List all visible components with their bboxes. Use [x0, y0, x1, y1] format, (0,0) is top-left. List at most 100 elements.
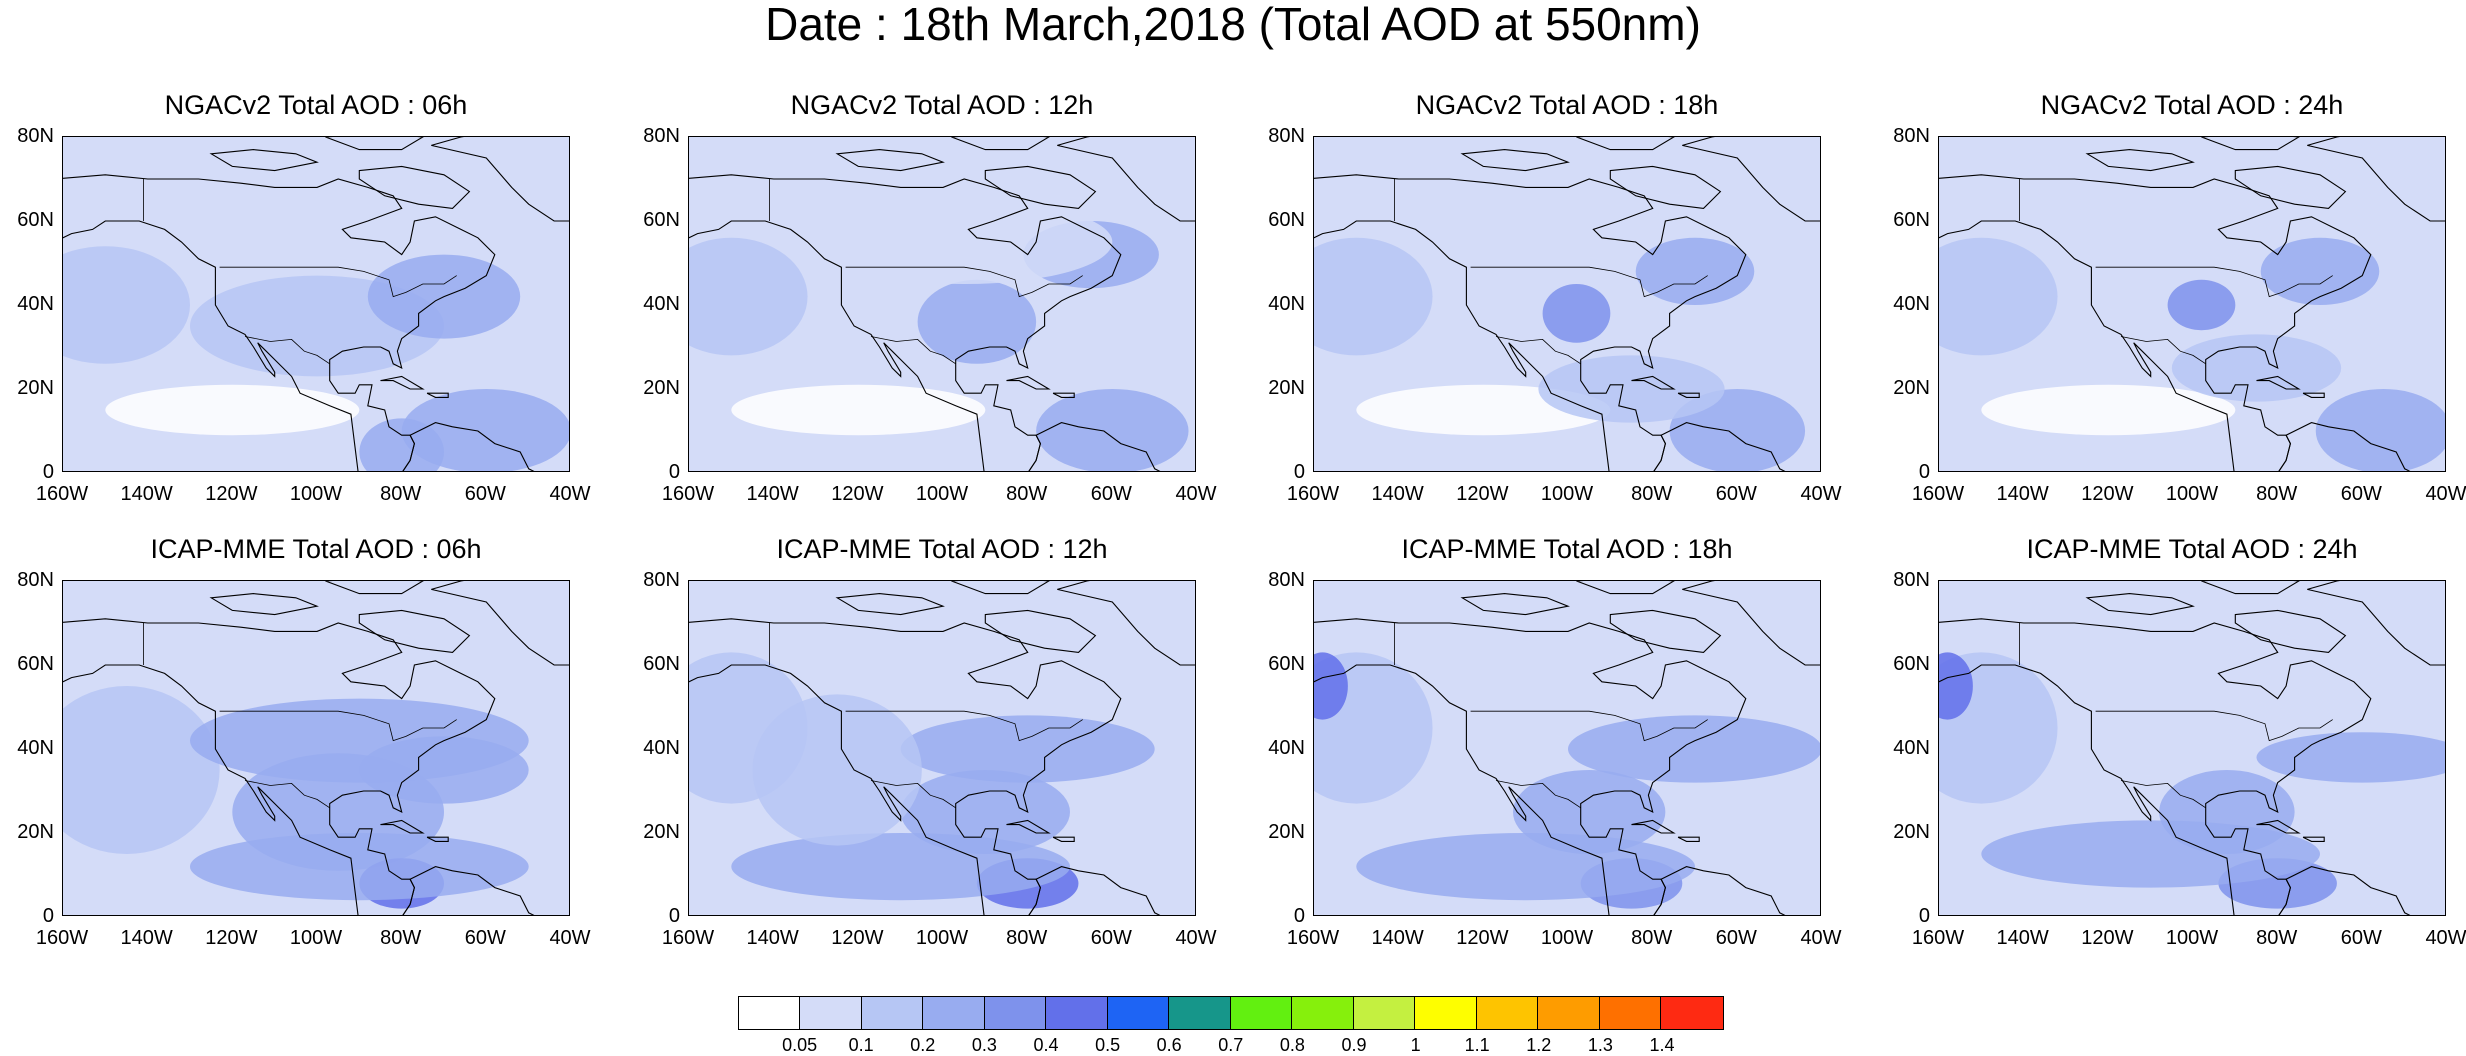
colorbar-swatch — [1538, 997, 1600, 1029]
aod-field-region — [689, 237, 808, 356]
lat-tick-label: 60N — [17, 653, 54, 675]
figure-title: Date : 18th March,2018 (Total AOD at 550… — [765, 0, 1701, 50]
lat-tick-label: 40N — [643, 737, 680, 759]
aod-field-region — [2260, 237, 2380, 305]
coastline-arctic2 — [325, 581, 424, 595]
country-border — [1470, 266, 1708, 298]
coastline-arctic2 — [951, 581, 1050, 595]
coastline-arctic1 — [209, 593, 319, 616]
lat-tick-label: 80N — [643, 569, 680, 591]
lon-tick-label: 100W — [289, 483, 343, 505]
lon-tick-label: 140W — [120, 927, 173, 949]
lat-tick-label: 80N — [17, 125, 54, 147]
aod-map — [1314, 581, 1820, 915]
coastline-baffin — [358, 609, 471, 653]
lon-tick-label: 100W — [915, 483, 969, 505]
colorbar-swatch — [1353, 997, 1416, 1029]
lat-tick-label: 20N — [1268, 377, 1305, 399]
lon-tick-label: 100W — [915, 927, 969, 949]
aod-map — [1939, 137, 2445, 471]
country-border — [244, 336, 330, 365]
lat-tick-label: 60N — [17, 209, 54, 231]
lon-tick-label: 80W — [1631, 483, 1673, 505]
lon-tick-label: 40W — [1800, 483, 1842, 505]
aod-map — [63, 581, 569, 915]
lon-tick-label: 140W — [1371, 927, 1424, 949]
lon-tick-label: 80W — [2256, 927, 2298, 949]
coastline-arctic2 — [2201, 581, 2300, 595]
coastline-hispaniola — [1052, 392, 1075, 398]
colorbar-swatch — [984, 997, 1047, 1029]
aod-field-region — [1635, 237, 1755, 305]
coastline-hispaniola — [2302, 392, 2325, 398]
colorbar-label: 0.2 — [910, 1035, 936, 1055]
lon-tick-label: 140W — [1996, 927, 2049, 949]
lon-tick-label: 80W — [380, 927, 422, 949]
coastline-greenland — [1057, 581, 1195, 666]
lon-tick-label: 80W — [2256, 483, 2298, 505]
aod-field-region — [1939, 237, 2058, 356]
lon-tick-label: 40W — [2425, 483, 2466, 505]
coastline-cuba — [380, 819, 425, 834]
lon-tick-label: 80W — [380, 483, 422, 505]
coastline-cuba — [1006, 375, 1051, 390]
lat-tick-label: 0 — [1293, 905, 1305, 927]
country-border — [845, 266, 1083, 298]
lat-tick-label: 60N — [1893, 653, 1930, 675]
aod-map — [1314, 137, 1820, 471]
country-border — [845, 710, 1083, 742]
lat-tick-label: 40N — [17, 293, 54, 315]
coastline-arctic1 — [835, 593, 945, 616]
coastline-northAmerica — [1939, 618, 2372, 915]
lon-tick-label: 40W — [1175, 483, 1217, 505]
lat-tick-label: 40N — [1268, 293, 1305, 315]
aod-map — [1939, 581, 2445, 915]
colorbar-label: 0.7 — [1218, 1035, 1244, 1055]
aod-field-region — [190, 833, 529, 901]
lon-tick-label: 40W — [2425, 927, 2466, 949]
lon-tick-label: 120W — [2081, 927, 2134, 949]
lon-tick-label: 60W — [1715, 927, 1757, 949]
lon-tick-label: 140W — [746, 927, 799, 949]
lon-tick-label: 100W — [1540, 483, 1594, 505]
colorbar-label: 1.3 — [1587, 1035, 1613, 1055]
lat-tick-label: 0 — [42, 461, 54, 483]
coastline-arctic1 — [835, 149, 945, 172]
coastline-arctic1 — [2085, 149, 2195, 172]
colorbar-label: 0.6 — [1156, 1035, 1182, 1055]
lat-tick-label: 20N — [1893, 821, 1930, 843]
lon-tick-label: 160W — [35, 927, 89, 949]
lat-tick-label: 80N — [1268, 125, 1305, 147]
colorbar-label: 1.1 — [1464, 1035, 1490, 1055]
lon-tick-label: 120W — [205, 927, 258, 949]
coastline-arctic1 — [1460, 593, 1570, 616]
colorbar-swatch — [1046, 997, 1108, 1029]
lon-tick-label: 60W — [2340, 483, 2382, 505]
colorbar-swatch — [1476, 997, 1539, 1029]
panel-title: ICAP-MME Total AOD : 12h — [776, 534, 1108, 564]
lat-tick-label: 0 — [1918, 461, 1930, 483]
coastline-southAmerica — [402, 866, 535, 915]
coastline-baffin — [984, 609, 1097, 653]
lon-tick-label: 140W — [746, 483, 799, 505]
coastline-southAmerica — [2278, 422, 2411, 471]
aod-field-region — [917, 279, 1037, 364]
lon-tick-label: 80W — [1006, 483, 1048, 505]
aod-field-region — [900, 770, 1070, 854]
coastline-northAmerica — [689, 174, 1122, 471]
aod-field-region — [731, 833, 1070, 901]
country-border — [219, 710, 457, 742]
lon-tick-label: 160W — [661, 483, 715, 505]
coastline-arctic2 — [325, 137, 424, 151]
lat-tick-label: 0 — [668, 905, 680, 927]
lat-tick-label: 60N — [643, 653, 680, 675]
lat-tick-label: 80N — [643, 125, 680, 147]
panel-title: ICAP-MME Total AOD : 06h — [150, 534, 482, 564]
coastline-northAmerica — [1314, 174, 1747, 471]
aod-field-region — [63, 686, 220, 854]
lat-tick-label: 20N — [17, 821, 54, 843]
colorbar-swatch — [923, 997, 985, 1029]
panel-title: ICAP-MME Total AOD : 18h — [1401, 534, 1733, 564]
lon-tick-label: 160W — [1286, 483, 1340, 505]
lon-tick-label: 120W — [831, 483, 884, 505]
